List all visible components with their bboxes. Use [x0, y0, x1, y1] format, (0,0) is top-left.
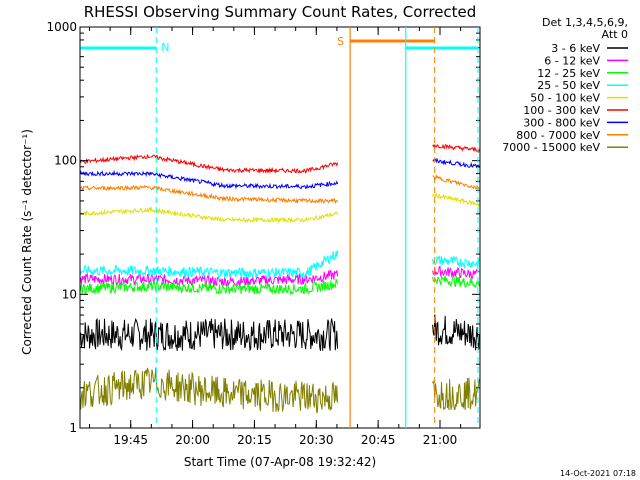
x-tick-label: 20:15	[237, 433, 272, 447]
y-tick-label: 1000	[46, 20, 77, 34]
series-line-4-after-gap	[432, 255, 480, 270]
chart-title: RHESSI Observing Summary Count Rates, Co…	[84, 3, 477, 21]
x-tick-label: 19:45	[113, 433, 148, 447]
series-line-7-after-gap	[432, 157, 480, 169]
legend-label-3: 12 - 25 keV	[537, 67, 600, 80]
footer-date: 14-Oct-2021 07:18	[560, 469, 636, 478]
series-line-9	[79, 367, 339, 414]
x-tick-label: 20:45	[361, 433, 396, 447]
y-tick-label: 1	[69, 421, 77, 435]
series-line-2-after-gap	[432, 265, 480, 282]
legend-header-1: Det 1,3,4,5,6,9,	[542, 16, 628, 29]
series-line-1	[79, 317, 339, 352]
series-line-5	[79, 206, 339, 224]
legend-label-8: 800 - 7000 keV	[516, 129, 600, 142]
legend-label-2: 6 - 12 keV	[544, 54, 600, 67]
y-tick-label: 10	[62, 287, 77, 301]
y-tick-label: 100	[54, 154, 77, 168]
series-line-3	[79, 279, 339, 296]
series-line-8-after-gap	[432, 174, 480, 191]
x-tick-label: 20:30	[299, 433, 334, 447]
y-axis-label: Corrected Count Rate (s⁻¹ detector⁻¹)	[20, 129, 34, 355]
plot-area: 1 10 100 1000 19:45 20:00 20:15 20:30 20:45 21:00…	[46, 20, 481, 447]
plot-frame	[79, 26, 481, 429]
series-line-9-after-gap	[432, 377, 480, 411]
legend-label-7: 300 - 800 keV	[523, 116, 600, 129]
series-line-7	[79, 169, 339, 190]
x-axis-label: Start Time (07-Apr-08 19:32:42)	[184, 455, 376, 469]
annotation-s: S	[337, 35, 344, 48]
series-line-1-after-gap	[432, 314, 480, 351]
series-line-6-after-gap	[432, 143, 480, 154]
legend-label-5: 50 - 100 keV	[530, 92, 600, 105]
x-tick-label: 20:00	[175, 433, 210, 447]
x-tick-label: 21:00	[423, 433, 458, 447]
series-line-5-after-gap	[432, 192, 480, 208]
series-line-2	[79, 269, 339, 288]
series-line-4	[79, 249, 339, 280]
legend-label-1: 3 - 6 keV	[551, 42, 600, 55]
series-line-6	[79, 153, 339, 175]
annotation-n: N	[161, 41, 169, 54]
series-line-8	[79, 184, 339, 205]
legend-label-4: 25 - 50 keV	[537, 79, 600, 92]
legend-header-2: Att 0	[602, 28, 628, 41]
series-line-3-after-gap	[432, 274, 480, 289]
legend-label-6: 100 - 300 keV	[523, 104, 600, 117]
legend-label-9: 7000 - 15000 keV	[502, 141, 600, 154]
